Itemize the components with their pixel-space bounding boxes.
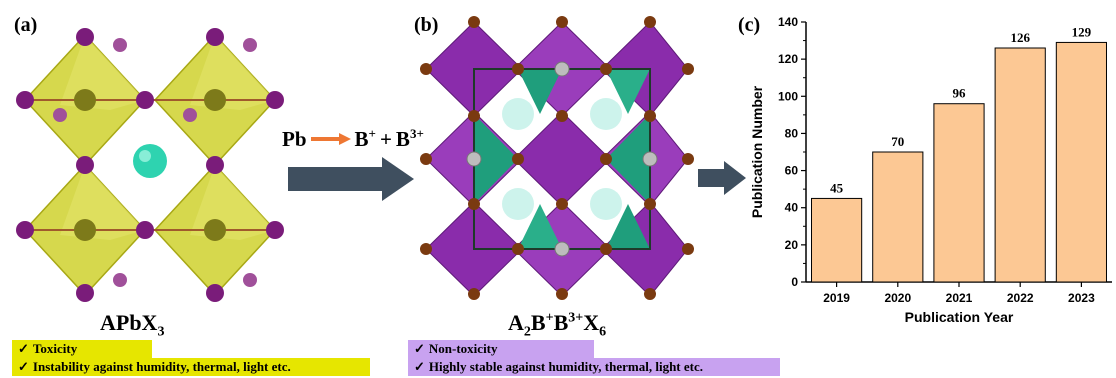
bar	[994, 47, 1046, 283]
y-tick-label: 20	[785, 238, 799, 252]
check-icon: ✓	[414, 341, 425, 356]
bar	[811, 197, 863, 283]
formula-apbx3: APbX3	[100, 310, 165, 340]
y-axis-title: Publication Number	[749, 85, 765, 218]
note-highly-stable: ✓ Highly stable against humidity, thermal…	[408, 358, 780, 376]
halide-atoms	[16, 28, 284, 302]
bar-value-label: 129	[1072, 24, 1092, 39]
green-octahedra	[474, 69, 650, 249]
y-tick-label: 0	[791, 275, 798, 289]
bar	[933, 103, 985, 283]
y-tick-label: 80	[785, 126, 799, 140]
x-axis-title: Publication Year	[905, 309, 1014, 325]
orange-arrow-icon	[310, 133, 351, 145]
y-tick-label: 60	[785, 164, 799, 178]
formula-a2bbx6: A2B+B3+X6	[508, 310, 607, 340]
y-tick-label: 40	[785, 201, 799, 215]
transition-arrow-icon	[288, 157, 414, 201]
x-tick-label: 2019	[823, 291, 850, 305]
x-tick-label: 2021	[946, 291, 973, 305]
double-perovskite-structure	[420, 16, 694, 300]
x-tick-label: 2020	[884, 291, 911, 305]
perovskite-apbx3-structure	[16, 28, 284, 302]
check-icon: ✓	[18, 359, 29, 374]
panel-c-label: (c)	[738, 14, 761, 36]
check-icon: ✓	[414, 359, 425, 374]
y-tick-label: 140	[778, 15, 798, 29]
y-tick-label: 100	[778, 89, 798, 103]
brown-atoms	[420, 16, 694, 300]
chart-arrow-icon	[698, 161, 746, 195]
substitution-equation: Pb B+ + B3+	[282, 126, 424, 151]
note-toxicity: ✓ Toxicity	[12, 340, 152, 358]
bar-value-label: 96	[953, 86, 967, 101]
bar-value-label: 45	[830, 180, 844, 195]
grey-atoms	[466, 61, 658, 257]
a-site-cation	[133, 144, 167, 178]
bar	[1055, 41, 1107, 283]
a-site-spheres	[502, 98, 622, 220]
y-tick-label: 120	[778, 52, 798, 66]
note-non-toxicity: ✓ Non-toxicity	[408, 340, 594, 358]
bar	[872, 151, 924, 283]
x-tick-label: 2022	[1007, 291, 1034, 305]
publication-bar-chart: 0 20 40 60 80 100 120 140 45 2019 70 2020 96 2021 126 2…	[749, 15, 1112, 325]
bar-value-label: 70	[891, 134, 904, 149]
bar-value-label: 126	[1010, 30, 1030, 45]
pb-atoms	[74, 89, 226, 241]
check-icon: ✓	[18, 341, 29, 356]
panel-b-label: (b)	[414, 14, 439, 36]
note-instability: ✓ Instability against humidity, thermal, …	[12, 358, 370, 376]
x-tick-label: 2023	[1068, 291, 1095, 305]
panel-a-label: (a)	[14, 14, 38, 36]
